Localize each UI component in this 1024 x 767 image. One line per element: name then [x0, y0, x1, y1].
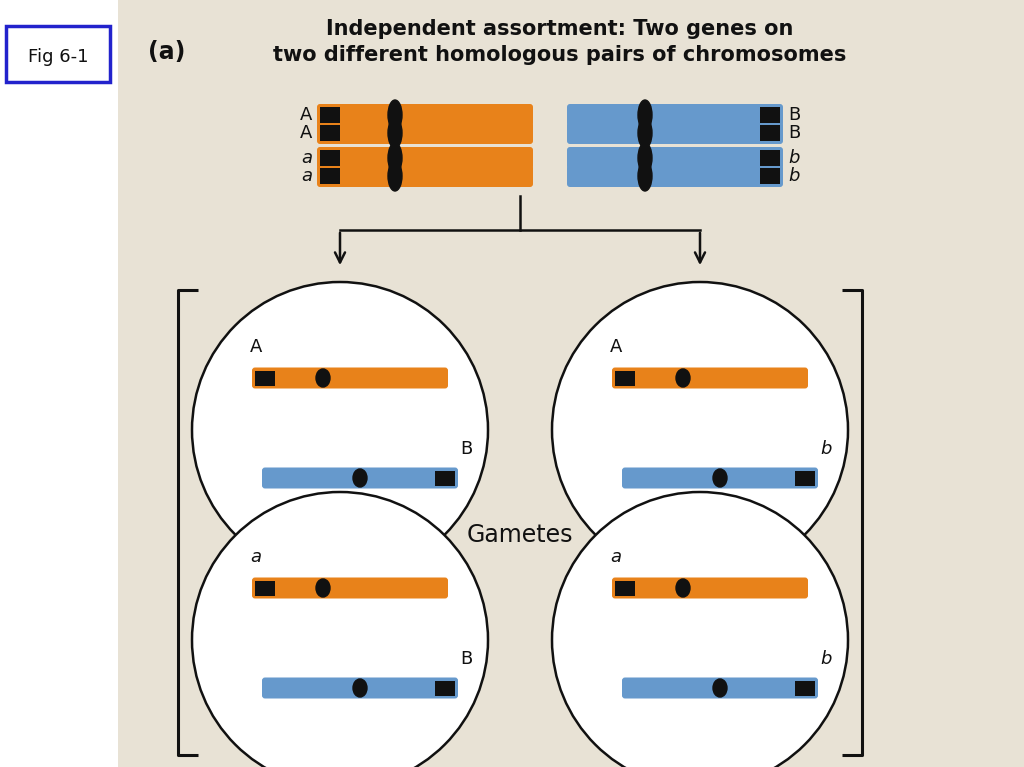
Text: a: a	[250, 548, 261, 566]
Text: b: b	[788, 149, 800, 167]
FancyBboxPatch shape	[262, 468, 458, 489]
Circle shape	[193, 492, 488, 767]
Circle shape	[552, 282, 848, 578]
Circle shape	[552, 492, 848, 767]
Ellipse shape	[638, 118, 652, 148]
Text: Independent assortment: Two genes on
two different homologous pairs of chromosom: Independent assortment: Two genes on two…	[273, 19, 847, 65]
Text: Fig 6-1: Fig 6-1	[28, 48, 88, 66]
Bar	[255, 581, 275, 595]
Text: a: a	[301, 167, 312, 185]
Bar	[760, 107, 780, 123]
Text: B: B	[788, 106, 800, 124]
Ellipse shape	[316, 369, 330, 387]
Ellipse shape	[638, 100, 652, 130]
FancyBboxPatch shape	[317, 147, 534, 169]
Bar	[760, 125, 780, 141]
FancyBboxPatch shape	[612, 367, 808, 389]
Bar	[615, 370, 635, 386]
Bar	[435, 680, 455, 696]
Text: B: B	[788, 124, 800, 142]
Bar	[795, 470, 815, 486]
Ellipse shape	[388, 100, 402, 130]
Bar	[795, 680, 815, 696]
Bar	[319, 150, 340, 166]
Text: Gametes: Gametes	[467, 523, 573, 547]
Bar	[615, 581, 635, 595]
FancyBboxPatch shape	[317, 104, 534, 126]
Text: A: A	[300, 106, 312, 124]
Text: b: b	[788, 167, 800, 185]
Ellipse shape	[316, 579, 330, 597]
Text: B: B	[460, 440, 472, 458]
Ellipse shape	[676, 369, 690, 387]
FancyBboxPatch shape	[622, 677, 818, 699]
Bar	[319, 107, 340, 123]
Bar	[319, 125, 340, 141]
Text: b: b	[820, 650, 831, 668]
Ellipse shape	[713, 679, 727, 697]
FancyBboxPatch shape	[622, 468, 818, 489]
Ellipse shape	[676, 579, 690, 597]
Bar	[118, 0, 1024, 767]
Bar	[435, 470, 455, 486]
Text: a: a	[610, 548, 621, 566]
FancyBboxPatch shape	[567, 122, 783, 144]
Ellipse shape	[353, 679, 367, 697]
FancyBboxPatch shape	[317, 122, 534, 144]
FancyBboxPatch shape	[612, 578, 808, 598]
FancyBboxPatch shape	[6, 26, 110, 82]
Bar	[319, 168, 340, 184]
FancyBboxPatch shape	[252, 578, 449, 598]
FancyBboxPatch shape	[262, 677, 458, 699]
Bar	[760, 168, 780, 184]
Ellipse shape	[638, 143, 652, 173]
Ellipse shape	[638, 161, 652, 191]
Text: A: A	[300, 124, 312, 142]
Bar	[760, 150, 780, 166]
Ellipse shape	[388, 143, 402, 173]
Text: B: B	[460, 650, 472, 668]
FancyBboxPatch shape	[567, 147, 783, 169]
Text: A: A	[250, 338, 262, 356]
Text: A: A	[610, 338, 623, 356]
FancyBboxPatch shape	[567, 165, 783, 187]
Circle shape	[193, 282, 488, 578]
Ellipse shape	[353, 469, 367, 487]
FancyBboxPatch shape	[317, 165, 534, 187]
Text: a: a	[301, 149, 312, 167]
Ellipse shape	[388, 161, 402, 191]
Ellipse shape	[388, 118, 402, 148]
FancyBboxPatch shape	[252, 367, 449, 389]
Text: b: b	[820, 440, 831, 458]
Ellipse shape	[713, 469, 727, 487]
Bar	[255, 370, 275, 386]
FancyBboxPatch shape	[567, 104, 783, 126]
Text: (a): (a)	[148, 40, 185, 64]
